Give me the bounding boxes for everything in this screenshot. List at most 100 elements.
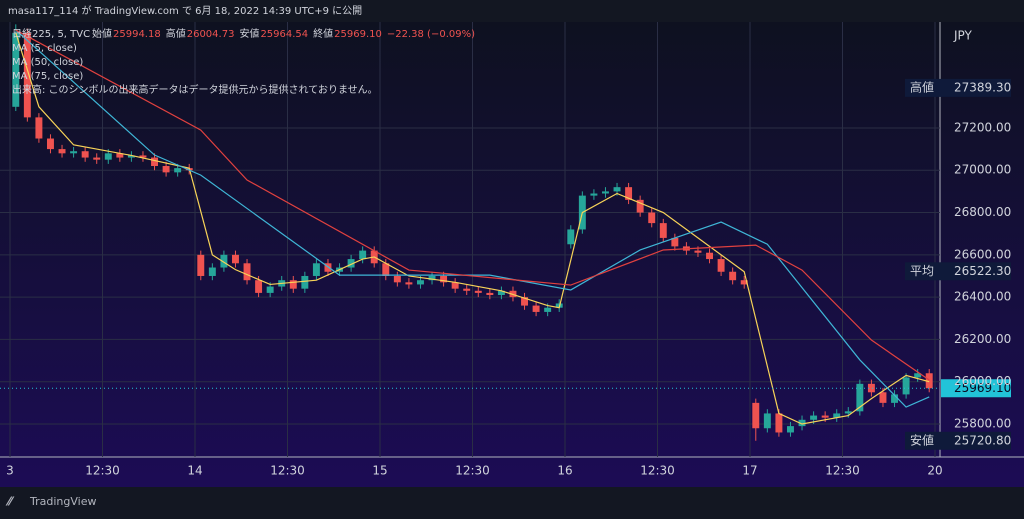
candle-body xyxy=(729,271,737,281)
candle-body xyxy=(914,373,922,378)
candle-body xyxy=(891,394,898,403)
y-tick-label: 27200.00 xyxy=(954,120,1011,134)
ma-line xyxy=(15,32,930,425)
candle-body xyxy=(625,187,633,200)
y-tick-label: 26600.00 xyxy=(954,247,1011,261)
candle-body xyxy=(671,237,679,247)
marker-value: 26522.30 xyxy=(954,264,1011,278)
candle-body xyxy=(417,280,424,285)
legend-entry: MA (50, close) xyxy=(12,57,83,68)
candle-body xyxy=(359,250,367,260)
candle-body xyxy=(463,288,471,291)
candle-body xyxy=(451,282,459,289)
candle-body xyxy=(116,153,124,158)
candle-body xyxy=(405,282,413,285)
candle-body xyxy=(787,426,794,433)
x-tick-label: 12:30 xyxy=(825,464,860,478)
candle-body xyxy=(81,151,89,158)
candle-body xyxy=(798,419,806,427)
candle-body xyxy=(58,149,66,154)
y-tick-label: 26800.00 xyxy=(954,205,1011,219)
x-tick-label: 20 xyxy=(927,464,942,478)
candle-body xyxy=(648,212,656,224)
candle-body xyxy=(266,286,274,293)
candle-body xyxy=(312,263,320,276)
ohlc-value: 25969.10 xyxy=(334,29,382,40)
candle-body xyxy=(486,292,494,296)
ma-line xyxy=(15,29,930,381)
candle-body xyxy=(70,151,78,154)
ohlc-value: 25964.54 xyxy=(260,29,308,40)
marker-label: 平均 xyxy=(910,264,934,278)
x-tick-label: 14 xyxy=(187,464,202,478)
ohlc-label: 終値 xyxy=(313,27,333,40)
candle-body xyxy=(393,275,401,283)
marker-value: 25720.80 xyxy=(954,433,1011,447)
candle-body xyxy=(694,250,702,253)
candle-body xyxy=(382,263,390,276)
marker-box xyxy=(905,78,1011,97)
candle-body xyxy=(821,415,829,418)
ohlc-value: 25994.18 xyxy=(113,29,161,40)
y-tick-label: 27000.00 xyxy=(954,163,1011,177)
candle-body xyxy=(127,155,135,158)
candle-body xyxy=(440,275,448,283)
candle-body xyxy=(856,383,864,412)
candle-body xyxy=(162,166,170,173)
candle-body xyxy=(104,153,112,160)
candle-body xyxy=(151,157,158,167)
y-tick-label: 25800.00 xyxy=(954,417,1011,431)
brand: TradingView xyxy=(29,495,96,508)
brand-logo: ⁄⁄ xyxy=(5,495,15,509)
candle-body xyxy=(613,187,621,192)
x-tick-label: 12:30 xyxy=(640,464,675,478)
candle-body xyxy=(544,307,552,312)
marker-value: 27389.30 xyxy=(954,80,1011,94)
volume-note: 出来高: このシンボルの出来高データはデータ提供元から提供されておりません。 xyxy=(12,83,378,96)
candle-body xyxy=(428,275,436,281)
x-tick-label: 12:30 xyxy=(270,464,305,478)
candle-body xyxy=(47,138,54,150)
candle-body xyxy=(12,32,20,107)
x-tick-label: 17 xyxy=(742,464,757,478)
candle-body xyxy=(810,415,818,420)
candle-body xyxy=(717,259,725,272)
candle-body xyxy=(497,290,505,296)
ohlc-label: 安値 xyxy=(239,27,259,40)
candle-body xyxy=(925,373,933,389)
candle-body xyxy=(23,32,31,118)
candle-body xyxy=(763,413,771,429)
x-tick-label: 3 xyxy=(6,464,14,478)
candle-body xyxy=(532,305,540,312)
legend-entry: MA (75, close) xyxy=(12,71,83,82)
ohlc-value: 26004.73 xyxy=(187,29,235,40)
candle-body xyxy=(208,267,216,276)
candle-body xyxy=(197,254,205,276)
candle-body xyxy=(879,392,887,403)
candle-body xyxy=(93,157,101,160)
candle-body xyxy=(174,168,182,173)
x-tick-label: 15 xyxy=(372,464,387,478)
candle-body xyxy=(220,254,228,268)
candle-body xyxy=(833,413,841,418)
candle-body xyxy=(902,377,910,395)
ma-line xyxy=(15,29,930,408)
currency: JPY xyxy=(953,29,973,43)
candle-body xyxy=(243,263,251,281)
marker-label: 高値 xyxy=(910,79,934,94)
candle-body xyxy=(706,252,713,260)
caption: masa117_114 が TradingView.com で 6月 18, 2… xyxy=(8,4,362,17)
x-tick-label: 12:30 xyxy=(455,464,490,478)
candle-body xyxy=(844,411,852,414)
symbol: 日経225, 5, TVC xyxy=(12,27,90,40)
last-price-label: 25969.10 xyxy=(954,381,1011,395)
y-tick-label: 26400.00 xyxy=(954,290,1011,304)
last-price-box xyxy=(941,379,1011,398)
marker-label: 安値 xyxy=(910,432,934,447)
candle-body xyxy=(659,223,667,238)
candle-body xyxy=(289,280,297,289)
x-tick-label: 12:30 xyxy=(85,464,120,478)
legend-entry: MA (5, close) xyxy=(12,43,77,54)
marker-box xyxy=(905,431,1011,450)
